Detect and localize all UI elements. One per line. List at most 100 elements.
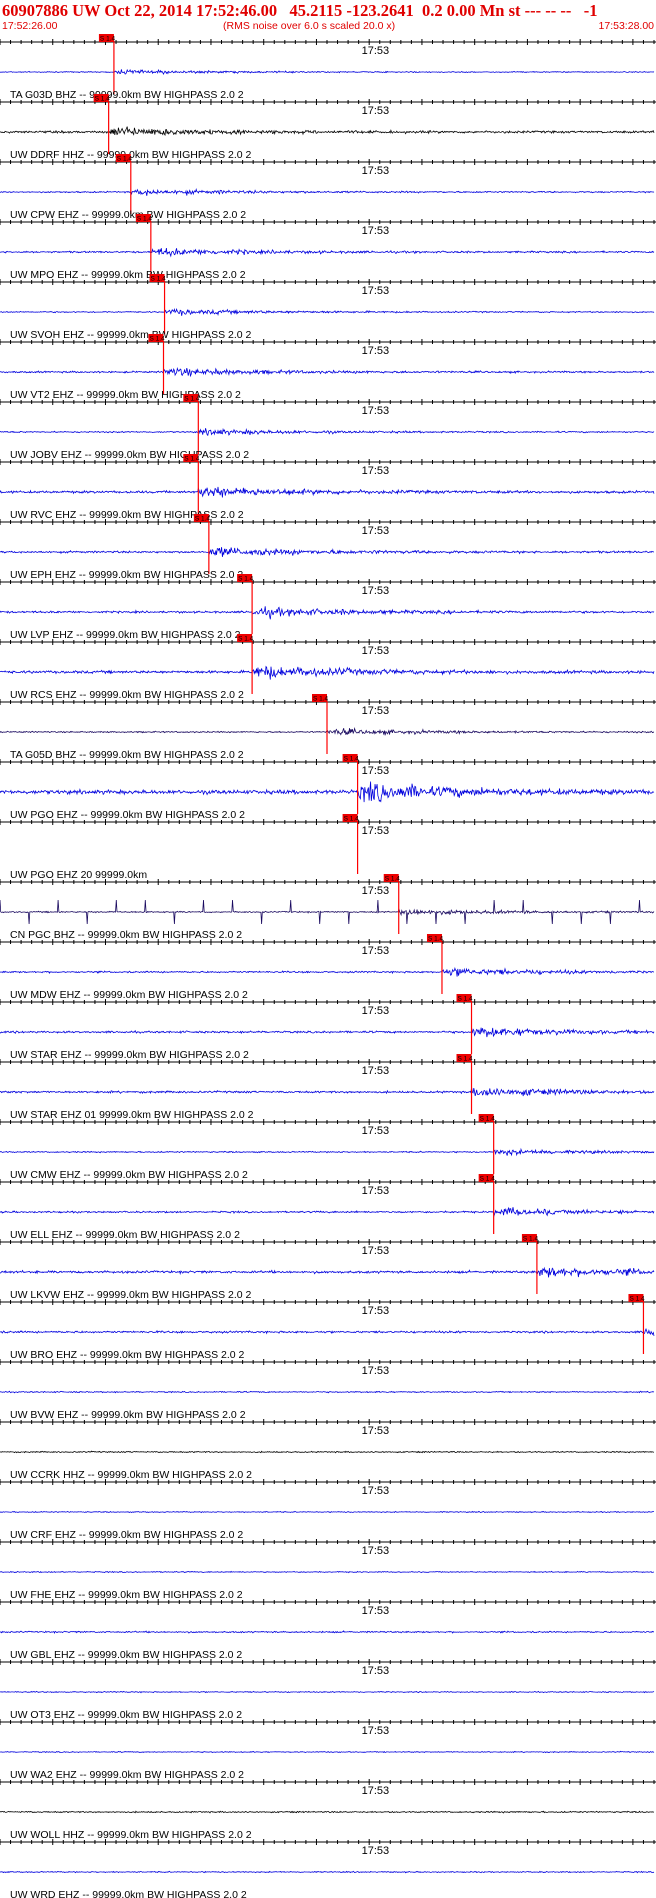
waveform-trace: [0, 547, 655, 557]
minute-label: 17:53: [362, 1545, 390, 1557]
waveform-trace: [0, 1870, 655, 1874]
station-label: UW WOLL HHZ -- 99999.0km BW HIGHPASS 2.0…: [10, 1829, 252, 1841]
pick-label: S 1.4: [344, 816, 360, 823]
waveform-trace: [0, 1810, 655, 1814]
minute-label: 17:53: [362, 1425, 390, 1437]
pick-marker-box: [135, 214, 151, 222]
minute-label: 17:53: [362, 1245, 390, 1257]
pick-marker-box: [93, 94, 109, 102]
waveform-trace: [0, 1390, 655, 1394]
waveform-trace: [0, 427, 655, 437]
station-label: UW BRO EHZ -- 99999.0km BW HIGHPASS 2.0 …: [10, 1349, 245, 1361]
minute-label: 17:53: [362, 165, 390, 177]
waveform-trace: [0, 1690, 655, 1694]
pick-label: S 1.4: [238, 576, 254, 583]
pick-label: S 1.4: [458, 1056, 474, 1063]
pick-label: S 1.4: [100, 36, 116, 43]
pick-label: S 1.4: [137, 216, 153, 223]
pick-label: S 1.4: [458, 996, 474, 1003]
pick-marker-box: [237, 574, 253, 582]
minute-label: 17:53: [362, 645, 390, 657]
pick-label: S 1.4: [629, 1296, 645, 1303]
minute-label: 17:53: [362, 1725, 390, 1737]
minute-label: 17:53: [362, 45, 390, 57]
waveform-trace: [0, 1570, 655, 1574]
station-label: UW CPW EHZ -- 99999.0km BW HIGHPASS 2.0 …: [10, 209, 246, 221]
station-label: UW CRF EHZ -- 99999.0km BW HIGHPASS 2.0 …: [10, 1529, 243, 1541]
pick-marker-box: [342, 754, 358, 762]
station-label: UW EPH EHZ -- 99999.0km BW HIGHPASS 2.0 …: [10, 569, 243, 581]
waveform-trace: [0, 68, 655, 76]
minute-label: 17:53: [362, 405, 390, 417]
station-label: UW CMW EHZ -- 99999.0km BW HIGHPASS 2.0 …: [10, 1169, 248, 1181]
station-label: UW MPO EHZ -- 99999.0km BW HIGHPASS 2.0 …: [10, 269, 246, 281]
waveform-trace: [0, 1206, 655, 1217]
waveform-trace: [0, 606, 655, 620]
minute-label: 17:53: [362, 1305, 390, 1317]
pick-label: S 1.4: [150, 336, 166, 343]
minute-label: 17:53: [362, 1665, 390, 1677]
pick-label: S 1.4: [480, 1116, 496, 1123]
minute-label: 17:53: [362, 1365, 390, 1377]
waveform-trace: [0, 1266, 655, 1278]
minute-label: 17:53: [362, 765, 390, 777]
pick-marker-box: [478, 1174, 494, 1182]
station-label: UW RVC EHZ -- 99999.0km BW HIGHPASS 2.0 …: [10, 509, 244, 521]
pick-marker-box: [237, 634, 253, 642]
station-label: CN PGC BHZ -- 99999.0km BW HIGHPASS 2.0 …: [10, 929, 242, 941]
station-label: UW BVW EHZ -- 99999.0km BW HIGHPASS 2.0 …: [10, 1409, 246, 1421]
pick-label: S 1.4: [151, 276, 167, 283]
waveform-trace: [0, 1328, 655, 1336]
pick-marker-box: [193, 514, 209, 522]
station-label: UW RCS EHZ -- 99999.0km BW HIGHPASS 2.0 …: [10, 689, 244, 701]
pick-label: S 1.4: [184, 456, 200, 463]
pick-marker-box: [456, 994, 472, 1002]
minute-label: 17:53: [362, 285, 390, 297]
pick-marker-box: [183, 454, 199, 462]
waveform-trace: [0, 1027, 655, 1038]
pick-marker-box: [478, 1114, 494, 1122]
minute-label: 17:53: [362, 465, 390, 477]
pick-marker-box: [98, 34, 114, 42]
station-label: UW FHE EHZ -- 99999.0km BW HIGHPASS 2.0 …: [10, 1589, 243, 1601]
waveform-trace: [0, 366, 655, 378]
minute-label: 17:53: [362, 945, 390, 957]
minute-label: 17:53: [362, 225, 390, 237]
pick-label: S 1.4: [238, 636, 254, 643]
minute-label: 17:53: [362, 885, 390, 897]
waveform-trace: [0, 1450, 655, 1454]
start-time-label: 17:52:26.00: [2, 20, 58, 32]
station-label: UW WRD EHZ -- 99999.0km BW HIGHPASS 2.0 …: [10, 1889, 247, 1898]
station-label: UW SVOH EHZ -- 99999.0km BW HIGHPASS 2.0…: [10, 329, 252, 341]
minute-label: 17:53: [362, 1485, 390, 1497]
minute-label: 17:53: [362, 1785, 390, 1797]
minute-label: 17:53: [362, 1845, 390, 1857]
event-title: 60907886 UW Oct 22, 2014 17:52:46.00 45.…: [2, 1, 598, 20]
station-label: UW PGO EHZ -- 99999.0km BW HIGHPASS 2.0 …: [10, 809, 245, 821]
waveform-trace: [0, 486, 655, 498]
rms-note-label: (RMS noise over 6.0 s scaled 20.0 x): [223, 20, 396, 32]
waveform-trace: [0, 187, 655, 196]
waveform-trace: [0, 781, 655, 803]
waveform-trace: [0, 1630, 654, 1634]
pick-marker-box: [312, 694, 327, 702]
minute-label: 17:53: [362, 705, 390, 717]
station-label: UW CCRK HHZ -- 99999.0km BW HIGHPASS 2.0…: [10, 1469, 252, 1481]
pick-marker-box: [456, 1054, 472, 1062]
pick-marker-box: [521, 1234, 537, 1242]
pick-marker-box: [115, 154, 131, 162]
station-label: UW LKVW EHZ -- 99999.0km BW HIGHPASS 2.0…: [10, 1289, 252, 1301]
pick-label: S 1.4: [95, 96, 111, 103]
waveform-trace: [0, 248, 655, 258]
minute-label: 17:53: [362, 1065, 390, 1077]
minute-label: 17:53: [362, 1185, 390, 1197]
minute-label: 17:53: [362, 1605, 390, 1617]
pick-label: S 1.4: [313, 696, 329, 703]
waveform-trace: [0, 966, 655, 977]
pick-label: S 1.4: [344, 756, 360, 763]
minute-label: 17:53: [362, 825, 390, 837]
station-label: UW JOBV EHZ -- 99999.0km BW HIGHPASS 2.0…: [10, 449, 249, 461]
station-label: UW GBL EHZ -- 99999.0km BW HIGHPASS 2.0 …: [10, 1649, 242, 1661]
minute-label: 17:53: [362, 585, 390, 597]
waveform-trace: [0, 307, 655, 317]
